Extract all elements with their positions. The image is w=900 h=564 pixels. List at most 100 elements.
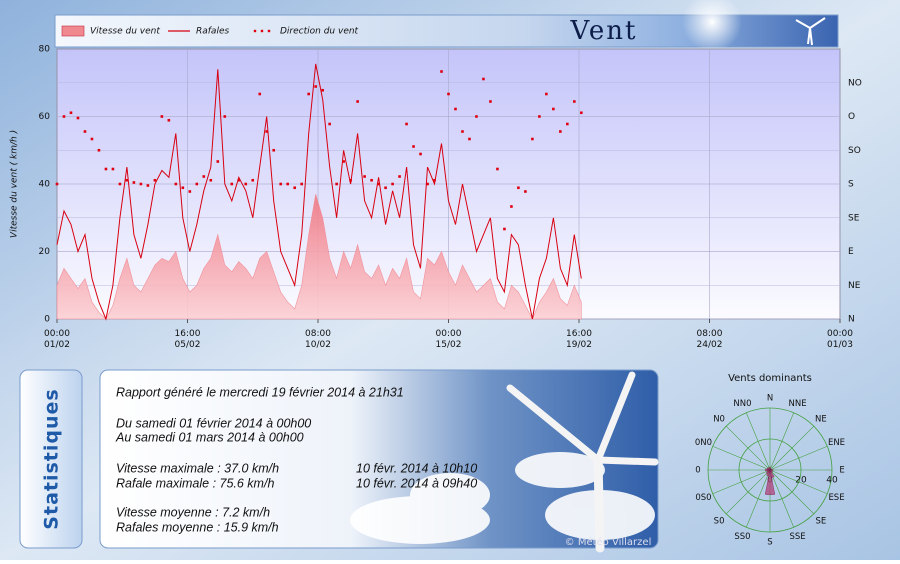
legend-dot	[260, 29, 264, 33]
y2-tick-label: E	[848, 247, 854, 257]
rose-direction-label: NE	[815, 415, 827, 425]
x-tick-label: 00:00 01/03	[827, 329, 853, 350]
direction-dot	[419, 152, 422, 156]
rose-direction-label: N0	[713, 415, 725, 425]
rose-petal	[765, 468, 771, 472]
legend-label: Direction du vent	[280, 27, 359, 37]
direction-dot	[314, 85, 317, 88]
direction-dot	[230, 182, 234, 186]
direction-dot	[503, 227, 506, 231]
direction-dot	[566, 122, 569, 126]
direction-dot	[223, 115, 227, 118]
rose-r-label: 40	[826, 476, 838, 486]
direction-dot	[454, 107, 457, 111]
direction-dot	[426, 182, 429, 186]
direction-dot	[307, 92, 310, 96]
rose-title: Vents dominants	[728, 373, 812, 384]
rose-petal	[764, 469, 776, 495]
turbine-icon	[795, 17, 826, 46]
x-tick-label: 16:00 05/02	[175, 329, 201, 350]
banner-title: Vent	[570, 16, 638, 46]
y-axis-label: Vitesse du vent ( km/h )	[10, 130, 20, 238]
direction-dot	[552, 107, 555, 111]
direction-dot	[111, 167, 115, 171]
y-tick-label: 40	[39, 180, 51, 190]
turbine	[506, 371, 659, 553]
direction-dot	[279, 182, 283, 186]
direction-dot	[482, 77, 485, 81]
direction-dot	[489, 100, 492, 103]
credit: © Météo Villarzel	[565, 536, 652, 548]
direction-dot	[76, 116, 80, 120]
direction-dot	[433, 178, 436, 182]
legend-dot	[253, 29, 257, 33]
direction-dot	[580, 111, 583, 115]
rose-direction-label: 0N0	[695, 438, 712, 448]
direction-dot	[447, 92, 450, 96]
rose-spoke	[769, 469, 795, 528]
direction-dot	[272, 148, 276, 152]
legend-label: Vitesse du vent	[90, 27, 160, 37]
direction-dot	[237, 178, 241, 182]
direction-dot	[510, 205, 513, 208]
x-tick-label: 16:00 19/02	[566, 329, 592, 350]
y2-tick-label: NE	[848, 281, 861, 291]
direction-dot	[398, 175, 401, 178]
rose-spoke	[745, 469, 771, 528]
direction-dot	[342, 160, 345, 163]
rose-direction-label: N	[767, 394, 773, 404]
legend-label: Rafales	[196, 27, 229, 37]
rose-direction-label: E	[839, 466, 844, 476]
sun-glow	[682, 0, 742, 52]
direction-dot	[461, 130, 464, 133]
direction-dot	[160, 115, 164, 118]
rose-direction-label: NN0	[733, 399, 751, 409]
direction-dot	[496, 167, 499, 171]
direction-dot	[188, 190, 192, 193]
direction-dot	[405, 122, 408, 126]
direction-dot	[300, 182, 303, 186]
avg-speed: Vitesse moyenne : 7.2 km/h	[116, 505, 270, 519]
direction-dot	[265, 130, 269, 133]
period-end: Au samedi 01 mars 2014 à 00h00	[115, 430, 304, 444]
rose-direction-label: S	[767, 538, 772, 548]
direction-dot	[83, 130, 87, 133]
y2-tick-label: S	[848, 180, 854, 190]
direction-dot	[559, 130, 562, 133]
direction-dot	[545, 92, 548, 96]
stats-tab-label: Statistiques	[41, 388, 63, 529]
direction-dot	[125, 178, 129, 182]
x-tick-label: 08:00 10/02	[305, 329, 331, 350]
rose-spoke	[725, 469, 771, 515]
direction-dot	[181, 186, 185, 190]
y2-tick-label: SE	[848, 213, 860, 223]
y-tick-label: 80	[39, 45, 51, 55]
rose-direction-label: ENE	[828, 438, 845, 448]
direction-dot	[90, 137, 94, 141]
direction-dot	[118, 182, 122, 186]
direction-dot	[335, 182, 338, 186]
y2-tick-label: SO	[848, 146, 861, 156]
rose-direction-label: S0	[714, 516, 725, 526]
rose-direction-label: 0	[695, 466, 700, 476]
direction-dot	[363, 175, 366, 178]
legend-dot	[267, 29, 271, 33]
rose-direction-label: ESE	[828, 493, 844, 503]
lower-panels: Statistiques Rapport généré le mercredi …	[19, 369, 659, 553]
direction-dot	[174, 182, 178, 186]
direction-dot	[391, 182, 394, 186]
direction-dot	[384, 186, 387, 190]
direction-dot	[293, 186, 296, 190]
avg-gust: Rafales moyenne : 15.9 km/h	[116, 520, 279, 534]
direction-dot	[139, 182, 143, 186]
direction-dot	[517, 186, 520, 190]
report-panel	[99, 369, 659, 549]
report-date: Rapport généré le mercredi 19 février 20…	[116, 385, 404, 399]
y-tick-label: 0	[44, 315, 50, 325]
direction-dot	[440, 70, 443, 73]
rose-direction-label: SS0	[734, 532, 750, 542]
rose-petal	[769, 469, 774, 471]
y-tick-label: 60	[39, 112, 51, 122]
rose-direction-label: SSE	[789, 532, 805, 542]
